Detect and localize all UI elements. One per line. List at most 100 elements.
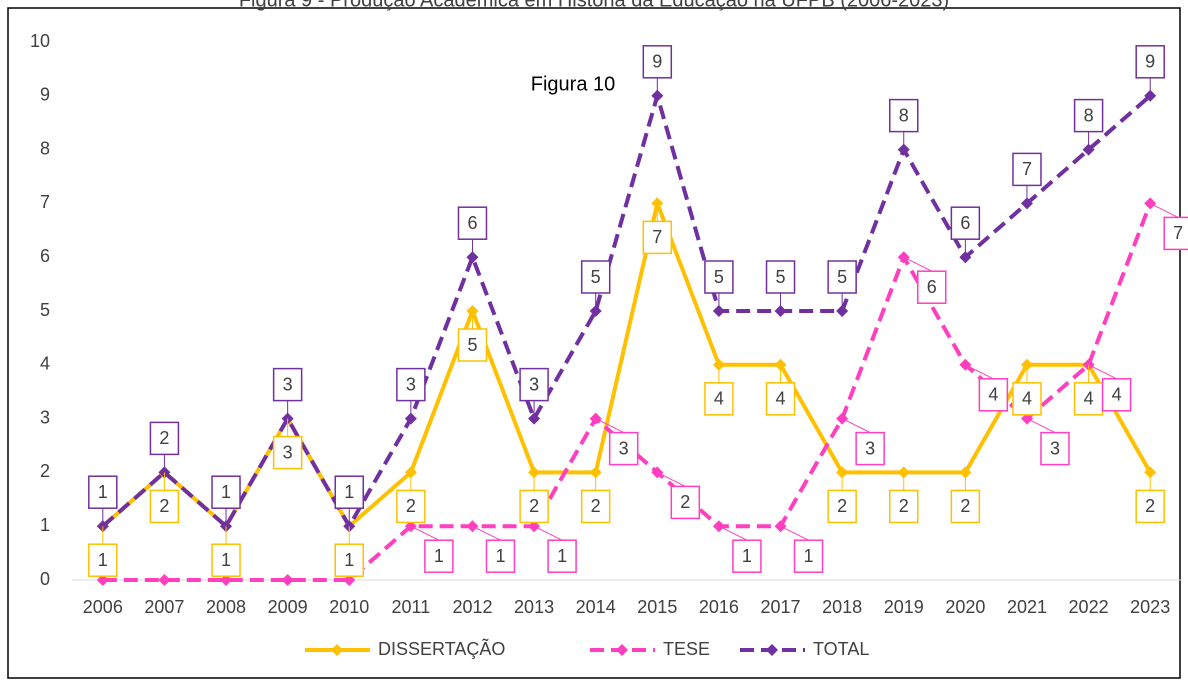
data-label: 1: [344, 550, 354, 570]
callout-box: [211, 475, 241, 509]
legend-label: TESE: [663, 639, 710, 659]
data-label: 3: [529, 374, 539, 394]
data-label: 5: [467, 335, 477, 355]
callout-box: [670, 485, 701, 520]
data-label: 1: [221, 482, 231, 502]
data-label: 3: [283, 442, 293, 462]
y-tick-label: 7: [40, 192, 50, 212]
callout-box: [519, 367, 549, 402]
x-tick-label: 2009: [268, 597, 308, 617]
data-label: 1: [742, 546, 752, 566]
callout-box: [211, 543, 241, 577]
callout-leader: [841, 418, 871, 434]
x-tick-label: 2011: [392, 597, 431, 617]
data-label: 5: [591, 267, 601, 287]
data-label: 2: [406, 496, 416, 516]
callout-box: [827, 489, 857, 524]
data-label: 7: [1022, 159, 1032, 179]
callout-leader: [595, 418, 624, 434]
data-label: 6: [927, 277, 937, 297]
x-tick-label: 2014: [576, 597, 616, 617]
callout-box: [396, 489, 426, 524]
y-tick-label: 3: [40, 407, 50, 427]
y-tick-label: 10: [30, 31, 50, 51]
series-line: [101, 196, 1152, 530]
callout-leader: [657, 471, 686, 487]
y-tick-label: 0: [40, 569, 50, 589]
data-label: 2: [159, 496, 169, 516]
callout-leader: [1149, 202, 1179, 218]
legend-marker: [331, 644, 343, 656]
data-label: 4: [714, 389, 724, 409]
callout-box: [424, 539, 454, 573]
data-label: 4: [776, 389, 786, 409]
data-label: 6: [960, 213, 970, 233]
data-label: 4: [1084, 389, 1094, 409]
callout-box: [827, 260, 857, 294]
data-label: 6: [467, 213, 477, 233]
callout-box: [608, 431, 639, 466]
callout-box: [855, 431, 885, 466]
x-tick-label: 2019: [884, 597, 924, 617]
callout-box: [1135, 45, 1165, 79]
callout-leader: [1026, 418, 1056, 434]
data-label: 2: [899, 496, 909, 516]
data-label: 7: [1173, 223, 1183, 243]
y-tick-label: 2: [40, 461, 50, 481]
callout-leader: [472, 525, 501, 541]
callout-box: [272, 435, 303, 470]
callout-box: [149, 489, 180, 524]
data-label: 1: [495, 546, 505, 566]
data-label: 2: [159, 428, 169, 448]
callout-box: [519, 489, 549, 524]
callout-box: [917, 270, 947, 304]
data-label: 2: [837, 496, 847, 516]
data-label: 8: [1084, 105, 1094, 125]
x-tick-label: 2006: [83, 597, 123, 617]
data-label: 5: [837, 267, 847, 287]
legend-marker: [616, 644, 628, 656]
x-tick-label: 2007: [144, 597, 184, 617]
x-tick-label: 2008: [206, 597, 246, 617]
callout-box: [704, 260, 734, 294]
legend-marker: [766, 644, 778, 656]
x-tick-label: 2023: [1130, 597, 1170, 617]
callout-leader: [718, 525, 748, 541]
x-tick-label: 2021: [1007, 597, 1047, 617]
callout-box: [396, 367, 426, 402]
callout-box: [485, 539, 516, 573]
callout-box: [457, 206, 488, 240]
x-tick-label: 2013: [514, 597, 554, 617]
x-tick-label: 2016: [699, 597, 739, 617]
y-tick-label: 4: [40, 354, 50, 374]
callout-box: [642, 45, 673, 79]
y-tick-label: 8: [40, 138, 50, 158]
callout-leader: [410, 525, 440, 541]
data-label: 3: [283, 374, 293, 394]
data-label: 4: [1112, 385, 1122, 405]
callout-box: [765, 260, 796, 294]
callout-box: [1135, 489, 1165, 524]
callout-box: [642, 220, 673, 255]
y-tick-label: 1: [40, 515, 50, 535]
callout-box: [547, 539, 577, 573]
callout-box: [889, 98, 919, 133]
callout-box: [1163, 216, 1188, 251]
callout-box: [1012, 152, 1042, 187]
callout-box: [704, 382, 734, 416]
series-line: [101, 88, 1152, 531]
x-tick-label: 2020: [945, 597, 985, 617]
data-label: 8: [899, 105, 909, 125]
x-tick-label: 2012: [452, 597, 492, 617]
marker: [220, 574, 233, 586]
callout-box: [88, 543, 118, 577]
callout-box: [889, 489, 919, 524]
callout-box: [950, 489, 981, 524]
chart-title: Figura 9 - Produção Acadêmica em Históri…: [239, 0, 949, 11]
y-tick-label: 5: [40, 300, 50, 320]
data-label: 1: [804, 546, 814, 566]
chart-border: [7, 7, 1181, 679]
data-label: 5: [714, 267, 724, 287]
callout-box: [334, 475, 364, 509]
